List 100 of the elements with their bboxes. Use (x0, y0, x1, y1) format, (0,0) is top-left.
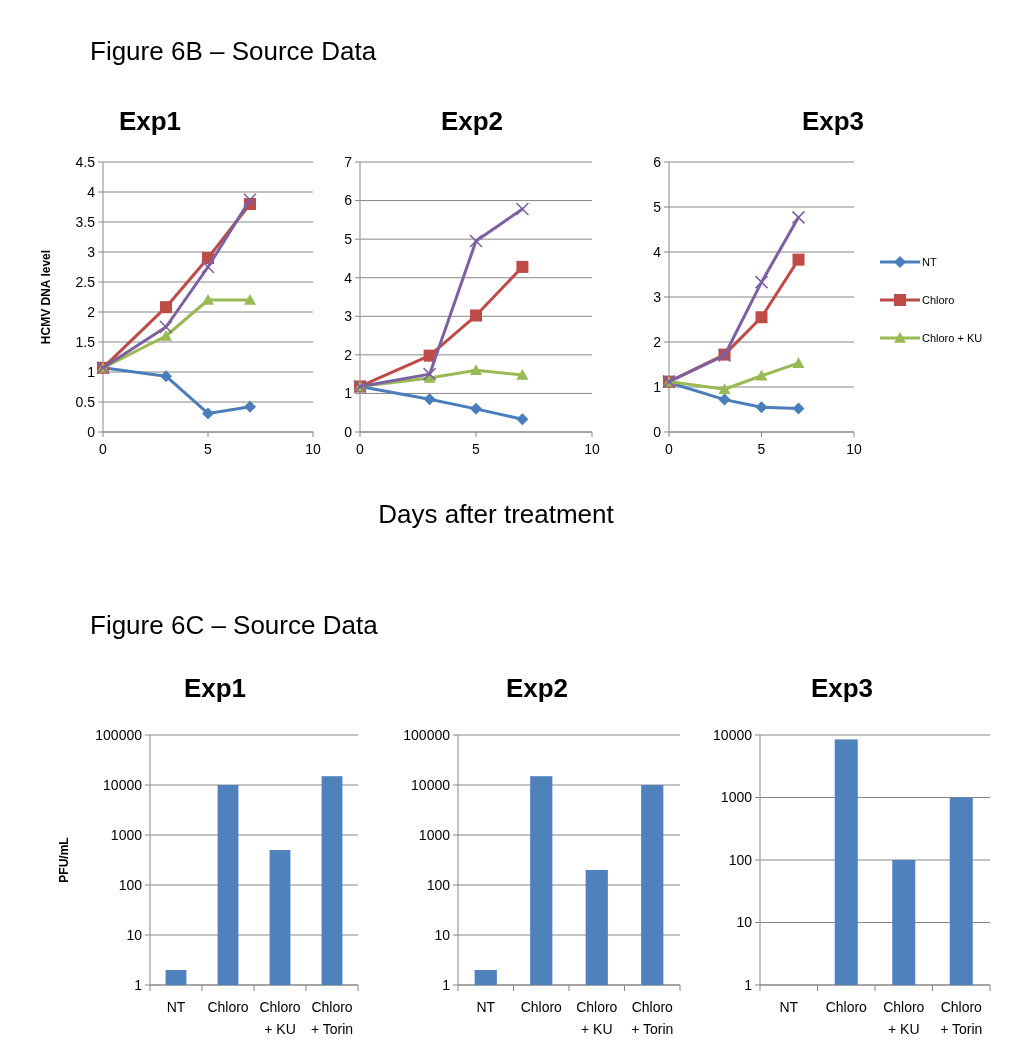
y-tick-label: 1 (442, 976, 451, 993)
x-tick-label: NT (166, 999, 186, 1015)
point (244, 400, 256, 413)
point (469, 234, 483, 248)
y-tick-label: 2 (87, 303, 96, 320)
y-tick-label: 100000 (403, 726, 451, 743)
point (202, 294, 214, 305)
y-tick-label: 5 (653, 198, 662, 215)
y-tick-label: 1 (87, 363, 96, 380)
y-tick-label: 10000 (103, 776, 143, 793)
y-tick-label: 100000 (95, 726, 143, 743)
x-tick-label: 10 (305, 441, 321, 457)
chart-title: Exp2 (505, 673, 569, 703)
point (201, 260, 215, 274)
y-tick-label: 5 (344, 231, 353, 248)
point (422, 367, 437, 381)
y-tick-label: 3 (87, 243, 96, 260)
y-tick-label: 10000 (713, 726, 753, 743)
y-tick-label: 4.5 (75, 153, 96, 170)
x-tick-label: 0 (356, 441, 365, 457)
point (792, 357, 805, 368)
x-tick-label: 5 (757, 441, 766, 457)
point (159, 320, 173, 334)
y-tick-label: 4 (344, 269, 353, 286)
y-axis-title: HCMV DNA level (39, 249, 53, 345)
y-tick-label: 10 (736, 914, 753, 931)
y-tick-label: 3 (344, 308, 353, 325)
y-tick-label: 0 (653, 423, 662, 440)
point (470, 402, 482, 415)
x-tick-label: Chloro + Torin (940, 999, 983, 1037)
y-tick-label: 100 (426, 876, 451, 893)
y-tick-label: 0.5 (75, 393, 96, 410)
y-tick-label: 7 (344, 153, 353, 170)
x-tick-label: 5 (204, 441, 213, 457)
point (423, 393, 436, 406)
y-tick-label: 100 (118, 876, 143, 893)
x-tick-label: 10 (846, 441, 862, 457)
x-tick-label: 5 (472, 441, 481, 457)
chart-title: Exp1 (183, 673, 247, 703)
point (516, 260, 529, 273)
point (792, 402, 805, 415)
point (160, 330, 172, 341)
x-tick-label: Chloro + KU (883, 999, 925, 1037)
x-tick-label: Chloro + KU (576, 999, 618, 1037)
x-tick-label: 0 (665, 441, 674, 457)
x-tick-label: 10 (584, 441, 600, 457)
legend-label: Chloro + KU (922, 331, 983, 344)
point (755, 369, 768, 381)
y-tick-label: 1 (744, 976, 753, 993)
y-tick-label: 1.5 (75, 333, 96, 350)
y-tick-label: 10 (126, 926, 143, 943)
chart-title: Exp2 (440, 106, 504, 136)
y-tick-label: 100 (728, 851, 753, 868)
y-tick-label: 6 (653, 153, 662, 170)
y-tick-label: 1000 (110, 826, 143, 843)
caption: Figure 6C – Source Data (90, 610, 379, 640)
point (755, 311, 768, 324)
x-tick-label: NT (476, 999, 496, 1015)
chart-title: Exp3 (810, 673, 874, 703)
point (160, 370, 172, 383)
point (515, 202, 530, 216)
point (754, 275, 769, 289)
y-tick-label: 1 (134, 976, 143, 993)
y-tick-label: 0 (87, 423, 96, 440)
y-tick-label: 3 (653, 288, 662, 305)
point (470, 364, 482, 376)
y-tick-label: 1000 (418, 826, 451, 843)
point (792, 253, 805, 266)
point (718, 383, 731, 395)
y-tick-label: 1 (344, 385, 353, 402)
point (516, 413, 529, 426)
y-tick-label: 6 (344, 192, 353, 209)
x-tick-label: Chloro (520, 999, 563, 1015)
point (791, 210, 806, 225)
caption: Figure 6B – Source Data (90, 36, 377, 66)
point (470, 309, 482, 322)
y-tick-label: 2 (344, 346, 353, 363)
y-tick-label: 2.5 (75, 273, 96, 290)
point (718, 393, 731, 406)
chart-title: Exp1 (118, 106, 182, 136)
y-tick-label: 10000 (411, 776, 451, 793)
y-tick-label: 4 (87, 183, 96, 200)
legend-label: NT (922, 255, 937, 268)
x-tick-label: Chloro + Torin (310, 999, 354, 1037)
y-tick-label: 0 (344, 423, 353, 440)
point (516, 368, 529, 380)
point (244, 294, 256, 305)
x-tick-label: Chloro (207, 999, 249, 1015)
x-tick-label: NT (779, 999, 799, 1015)
y-tick-label: 2 (653, 333, 662, 350)
point (160, 301, 172, 314)
y-tick-label: 10 (434, 926, 451, 943)
x-tick-label: Chloro + Torin (631, 999, 674, 1037)
x-tick-label: Chloro (825, 999, 868, 1015)
legend-label: Chloro (922, 293, 955, 306)
y-axis-title: PFU/mL (57, 837, 71, 883)
point (202, 407, 214, 420)
y-tick-label: 1000 (720, 789, 753, 806)
x-tick-label: Chloro + KU (259, 999, 301, 1037)
chart-title: Exp3 (801, 106, 865, 136)
